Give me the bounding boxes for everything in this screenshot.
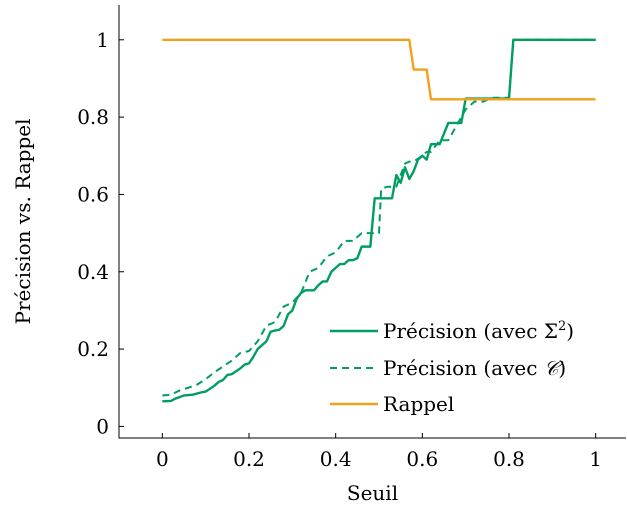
x-tick-label-3: 0.6 [406, 447, 438, 471]
x-axis-title: Seuil [347, 481, 398, 505]
axis-frame [118, 5, 626, 439]
x-tick-label-1: 0.2 [233, 447, 265, 471]
y-tick-label-4: 0.8 [77, 105, 109, 129]
x-tick-label-4: 0.8 [493, 447, 525, 471]
series-precision-sigma-line [162, 38, 596, 403]
x-tick-label-0: 0 [156, 447, 169, 471]
y-axis-title: Précision vs. Rappel [11, 119, 35, 325]
series-precision-c-line [162, 38, 596, 397]
legend-label-sigma: Précision (avec Σ2) [383, 319, 574, 343]
y-tick-label-2: 0.4 [77, 260, 109, 284]
y-tick-label-5: 1 [96, 28, 109, 52]
legend: Précision (avec Σ2) Précision (avec 𝒞) R… [330, 319, 574, 416]
y-tick-label-0: 0 [96, 414, 109, 438]
plot-lines [162, 38, 596, 403]
x-tick-label-5: 1 [589, 447, 602, 471]
x-tick-label-2: 0.4 [320, 447, 352, 471]
series-rappel-line [162, 38, 596, 101]
y-tick-label-3: 0.6 [77, 182, 109, 206]
legend-label-rappel: Rappel [383, 392, 454, 416]
legend-label-c: Précision (avec 𝒞) [383, 356, 566, 380]
axes [118, 5, 626, 439]
y-ticks: 0 0.2 0.4 0.6 0.8 1 [77, 28, 124, 438]
x-ticks: 0 0.2 0.4 0.6 0.8 1 [156, 433, 602, 471]
y-tick-label-1: 0.2 [77, 337, 109, 361]
